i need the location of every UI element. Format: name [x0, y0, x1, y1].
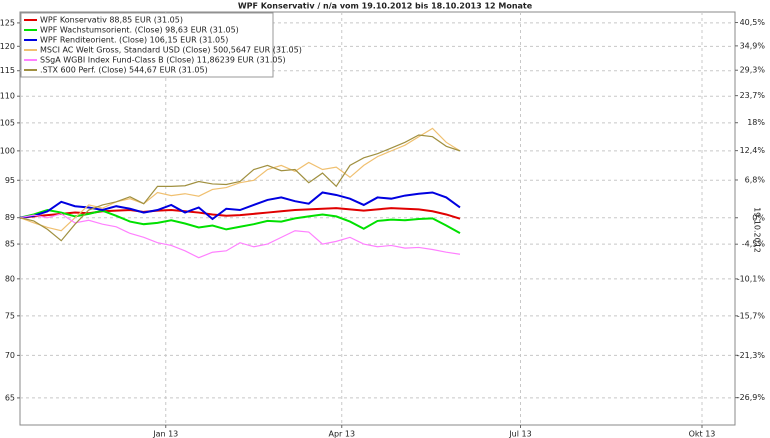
y-tick-label: 115 — [0, 66, 15, 75]
x-tick-label: Okt 13 — [689, 430, 716, 438]
y2-tick-label: -21,3% — [737, 351, 766, 360]
legend-label: WPF Konservativ 88,85 EUR (31.05) — [40, 16, 183, 25]
y2-tick-label: -4,5% — [742, 240, 766, 249]
series-line — [19, 134, 461, 242]
y-tick-label: 95 — [5, 176, 15, 185]
y2-tick-label: 12,4% — [740, 146, 766, 155]
legend-label: SSgA WGBI Index Fund-Class B (Close) 11,… — [40, 56, 286, 65]
y-tick-label: 85 — [5, 240, 15, 249]
legend-label: WPF Renditeorient. (Close) 106,15 EUR (3… — [40, 36, 228, 45]
y-tick-label: 120 — [0, 42, 15, 51]
y2-tick-label: 34,9% — [740, 41, 766, 50]
series-line — [19, 127, 461, 232]
chart-title: WPF Konservativ / n/a vom 19.10.2012 bis… — [238, 2, 533, 11]
side-label: 19.10.2012 — [753, 207, 762, 253]
y-tick-label: 89 — [5, 213, 15, 222]
y2-tick-label: 6,8% — [745, 175, 766, 184]
y2-tick-label: -15,7% — [737, 311, 766, 320]
y2-tick-label: -26,9% — [737, 393, 766, 402]
legend-label: WPF Wachstumsorient. (Close) 98,63 EUR (… — [40, 26, 239, 35]
legend-box — [20, 12, 274, 78]
legend: WPF Konservativ 88,85 EUR (31.05)WPF Wac… — [20, 12, 302, 78]
y-tick-label: 75 — [5, 311, 15, 320]
y-tick-label: 65 — [5, 393, 15, 402]
y-tick-label: 80 — [5, 274, 15, 283]
y2-tick-label: 23,7% — [740, 91, 766, 100]
y2-tick-label: 29,3% — [740, 66, 766, 75]
y2-tick-label: 40,5% — [740, 18, 766, 27]
x-tick-label: Jan 13 — [152, 430, 178, 438]
legend-label: MSCI AC Welt Gross, Standard USD (Close)… — [40, 46, 302, 55]
series-line — [19, 213, 461, 259]
y-tick-label: 70 — [5, 351, 15, 360]
y-tick-label: 125 — [0, 18, 15, 27]
y2-tick-label: 0% — [752, 213, 765, 222]
y2-tick-label: 18% — [747, 118, 765, 127]
legend-label: .STX 600 Perf. (Close) 544,67 EUR (31.05… — [40, 66, 208, 75]
y-tick-label: 110 — [0, 92, 15, 101]
y2-tick-label: -10,1% — [737, 274, 766, 283]
y-tick-label: 105 — [0, 118, 15, 127]
plot-frame — [19, 11, 736, 426]
series-line — [19, 208, 461, 235]
y-tick-label: 100 — [0, 146, 15, 155]
x-tick-label: Jul 13 — [508, 430, 531, 438]
x-tick-label: Apr 13 — [328, 430, 355, 438]
